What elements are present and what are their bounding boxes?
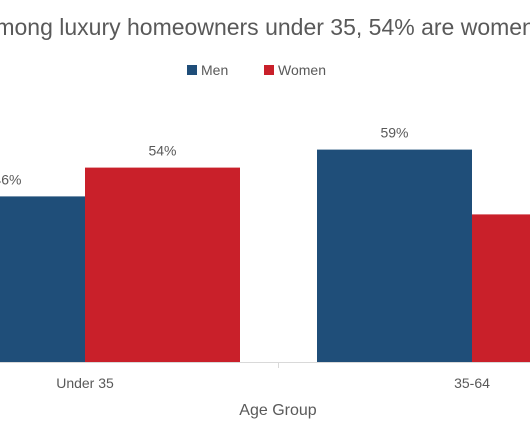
- bar-women-1: [472, 214, 530, 362]
- data-label-women-0: 54%: [148, 143, 176, 159]
- chart-title: Among luxury homeowners under 35, 54% ar…: [0, 14, 530, 40]
- legend-label-women: Women: [278, 62, 326, 78]
- data-label-men-0: 46%: [0, 171, 22, 187]
- legend-item-men: Men: [187, 62, 228, 78]
- bar-men-0: [0, 196, 85, 362]
- data-label-men-1: 59%: [380, 125, 408, 141]
- x-tick-label-0: Under 35: [56, 375, 114, 391]
- x-tick-label-1: 35-64: [454, 375, 490, 391]
- x-axis-title: Age Group: [239, 402, 317, 419]
- bar-men-1: [317, 149, 472, 362]
- legend: Men Women: [0, 62, 530, 80]
- bar-women-0: [85, 167, 240, 362]
- legend-item-women: Women: [264, 62, 326, 78]
- legend-swatch-men: [187, 65, 197, 75]
- legend-swatch-women: [264, 65, 274, 75]
- legend-label-men: Men: [201, 62, 229, 78]
